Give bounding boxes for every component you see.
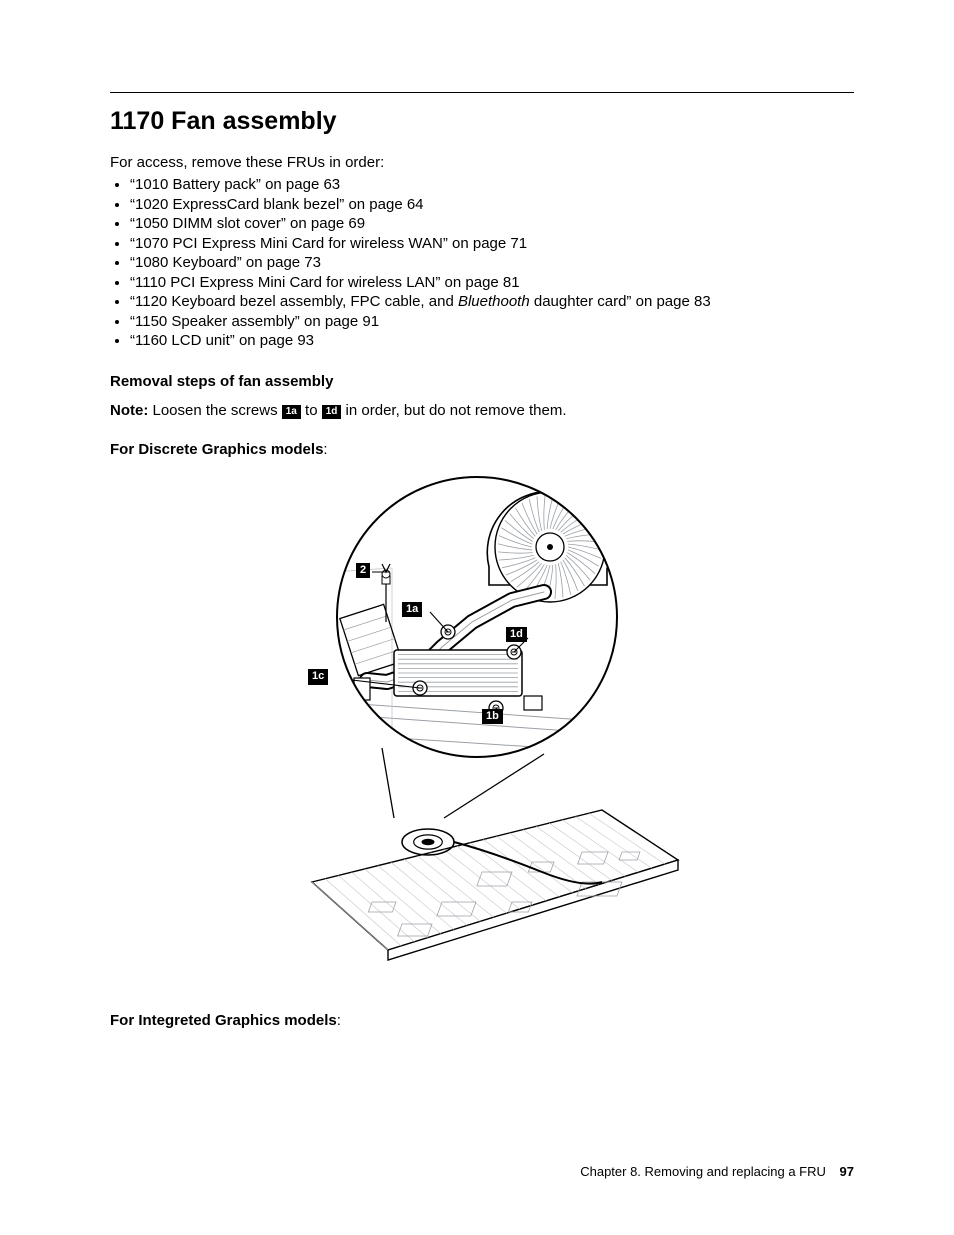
fru-list-item: “1080 Keyboard” on page 73 — [130, 253, 854, 273]
top-rule — [110, 92, 854, 93]
badge-to: 1d — [322, 405, 342, 419]
page-footer: Chapter 8. Removing and replacing a FRU … — [580, 1164, 854, 1179]
italic-term: Bluethooth — [458, 293, 530, 310]
integrated-label-text: For Integreted Graphics models — [110, 1012, 337, 1029]
page: 1170 Fan assembly For access, remove the… — [0, 0, 954, 1235]
fan-assembly-figure: 2 1a 1d 1c 1b — [282, 472, 682, 982]
footer-chapter: Chapter 8. Removing and replacing a FRU — [580, 1164, 826, 1179]
fru-list-item: “1010 Battery pack” on page 63 — [130, 175, 854, 195]
figure-callout: 2 — [356, 563, 370, 578]
note-before: Loosen the screws — [148, 402, 281, 419]
section-heading: 1170 Fan assembly — [110, 107, 854, 136]
fru-list: “1010 Battery pack” on page 63“1020 Expr… — [110, 175, 854, 351]
fru-list-item: “1150 Speaker assembly” on page 91 — [130, 312, 854, 332]
fru-list-item: “1160 LCD unit” on page 93 — [130, 331, 854, 351]
note-line: Note: Loosen the screws 1a to 1d in orde… — [110, 402, 854, 419]
note-mid: to — [301, 402, 322, 419]
removal-heading: Removal steps of fan assembly — [110, 373, 854, 390]
discrete-model-label: For Discrete Graphics models: — [110, 441, 854, 458]
intro-text: For access, remove these FRUs in order: — [110, 154, 854, 171]
footer-page-number: 97 — [840, 1164, 854, 1179]
fru-list-item: “1020 ExpressCard blank bezel” on page 6… — [130, 195, 854, 215]
fru-list-item: “1070 PCI Express Mini Card for wireless… — [130, 234, 854, 254]
note-prefix: Note: — [110, 402, 148, 419]
figure-callout: 1b — [482, 709, 503, 724]
figure-callout: 1d — [506, 627, 527, 642]
badge-from: 1a — [282, 405, 301, 419]
fru-list-item: “1120 Keyboard bezel assembly, FPC cable… — [130, 292, 854, 312]
integrated-model-label: For Integreted Graphics models: — [110, 1012, 854, 1029]
fru-list-item: “1110 PCI Express Mini Card for wireless… — [130, 273, 854, 293]
discrete-label-text: For Discrete Graphics models — [110, 441, 323, 458]
note-after: in order, but do not remove them. — [341, 402, 566, 419]
figure-callout: 1c — [308, 669, 328, 684]
figure-wrap: 2 1a 1d 1c 1b — [110, 472, 854, 982]
figure-callout: 1a — [402, 602, 422, 617]
fru-list-item: “1050 DIMM slot cover” on page 69 — [130, 214, 854, 234]
